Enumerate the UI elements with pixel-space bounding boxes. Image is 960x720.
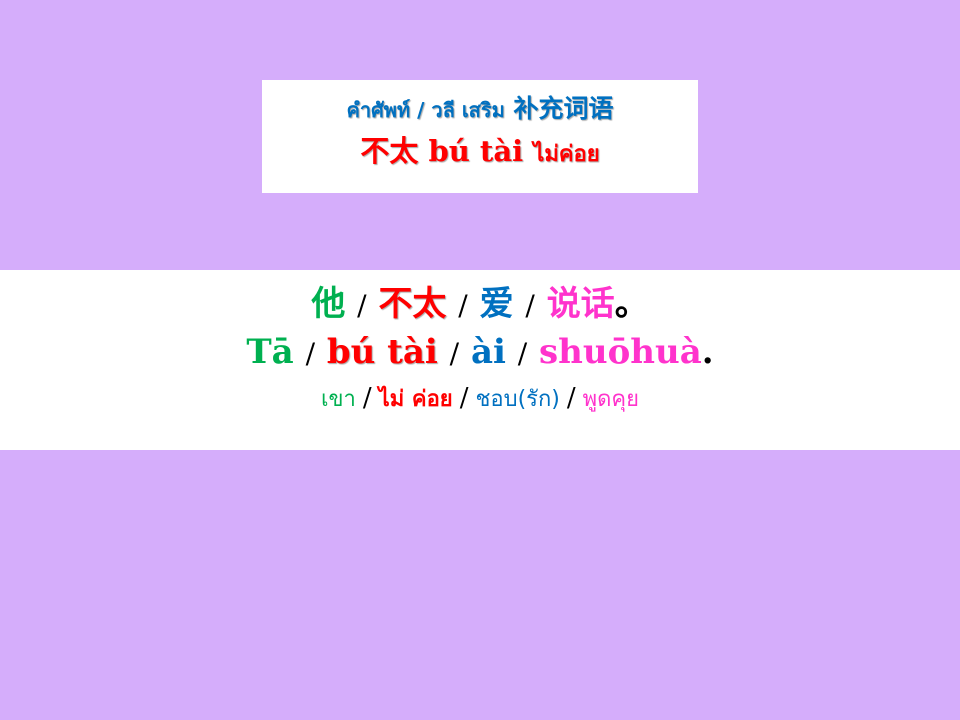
title-box: คำศัพท์ / วลี เสริม 补充词语 不太 bú tài ไม่ค่…	[262, 80, 698, 193]
vocab-thai: ไม่ค่อย	[533, 142, 600, 167]
separator: /	[305, 337, 315, 370]
title-line-2: 不太 bú tài ไม่ค่อย	[262, 131, 698, 175]
separator: /	[458, 289, 468, 322]
pinyin-word-1: Tā	[246, 332, 294, 372]
vocab-chinese: 不太	[360, 134, 419, 168]
separator: /	[449, 337, 460, 370]
vocab-pinyin: bú tài	[428, 134, 524, 168]
title-line-1: คำศัพท์ / วลี เสริม 补充词语	[262, 92, 698, 127]
chinese-word-4: 说话	[546, 284, 615, 324]
title-thai-label: คำศัพท์ / วลี เสริม	[346, 98, 505, 122]
chinese-word-3: 爱	[479, 284, 514, 324]
separator: /	[459, 383, 469, 413]
chinese-sentence: 他 / 不太 / 爱 / 说话。	[0, 282, 960, 328]
separator: /	[566, 383, 576, 413]
separator: /	[517, 337, 528, 370]
separator: /	[357, 289, 367, 322]
pinyin-word-4: shuōhuà	[539, 332, 702, 372]
title-chinese-label: 补充词语	[513, 94, 614, 123]
chinese-period: 。	[614, 284, 649, 324]
separator: /	[525, 289, 535, 322]
example-sentence-panel: 他 / 不太 / 爱 / 说话。 Tā / bú tài / ài / shuō…	[0, 270, 960, 450]
thai-word-2: ไม่ ค่อย	[378, 387, 453, 412]
thai-word-4: พูดคุย	[582, 387, 640, 412]
chinese-word-1: 他	[311, 284, 346, 324]
pinyin-sentence: Tā / bú tài / ài / shuōhuà.	[0, 330, 960, 376]
thai-word-1: เขา	[320, 387, 356, 412]
thai-translation: เขา / ไม่ ค่อย / ชอบ(รัก) / พูดคุย	[0, 380, 960, 418]
pinyin-word-2: bú tài	[326, 332, 438, 372]
thai-word-3: ชอบ(รัก)	[475, 387, 560, 412]
pinyin-word-3: ài	[470, 332, 506, 372]
chinese-word-2: 不太	[378, 284, 447, 324]
separator: /	[362, 383, 372, 413]
pinyin-period: .	[701, 332, 714, 372]
